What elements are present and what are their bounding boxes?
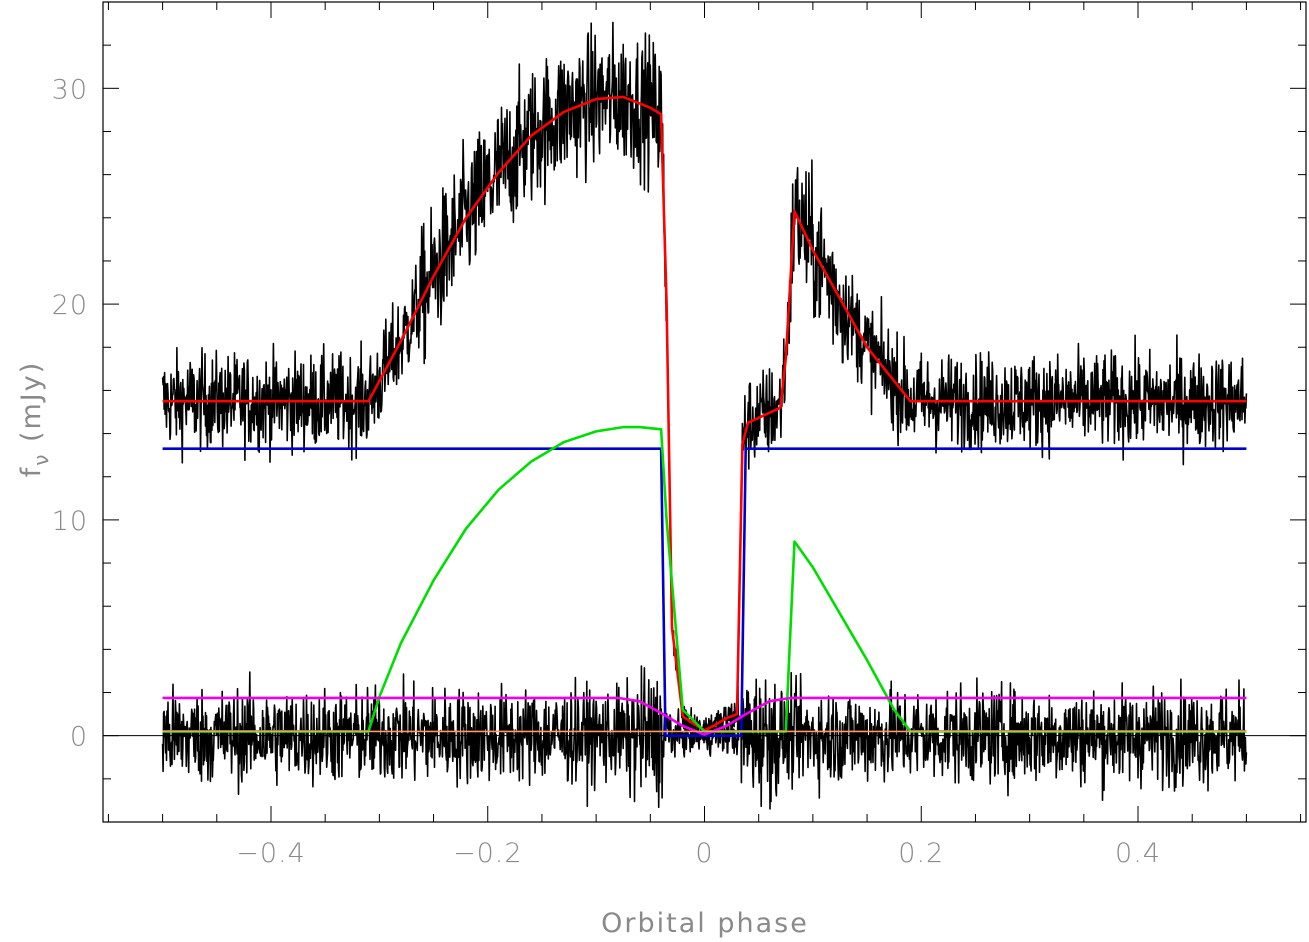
- data-layer: [103, 21, 1306, 810]
- x-tick-label: 0: [695, 838, 713, 869]
- y-axis-label: fν (mJy): [16, 361, 53, 478]
- y-axis-label-subscript: ν: [29, 453, 53, 466]
- series-total-model: [162, 95, 1247, 732]
- y-tick-label: 30: [52, 74, 88, 105]
- x-tick-label: 0.4: [1115, 838, 1161, 869]
- series-disc: [162, 696, 1247, 736]
- series-bright-spot: [162, 425, 1247, 733]
- y-axis-label-main: f: [16, 466, 47, 478]
- series-white-dwarf: [162, 447, 1247, 738]
- y-tick-label: 20: [52, 290, 88, 321]
- x-tick-label: −0.4: [236, 838, 306, 869]
- y-tick-label: 0: [70, 722, 88, 753]
- axes-layer: −0.4 −0.2 0 0.2 0.4 0 10 20 30: [52, 1, 1307, 869]
- y-tick-label: 10: [52, 506, 88, 537]
- x-tick-label: −0.2: [453, 838, 523, 869]
- y-axis-label-unit: (mJy): [16, 361, 47, 453]
- x-tick-label: 0.2: [898, 838, 944, 869]
- x-axis-label: Orbital phase: [601, 908, 809, 939]
